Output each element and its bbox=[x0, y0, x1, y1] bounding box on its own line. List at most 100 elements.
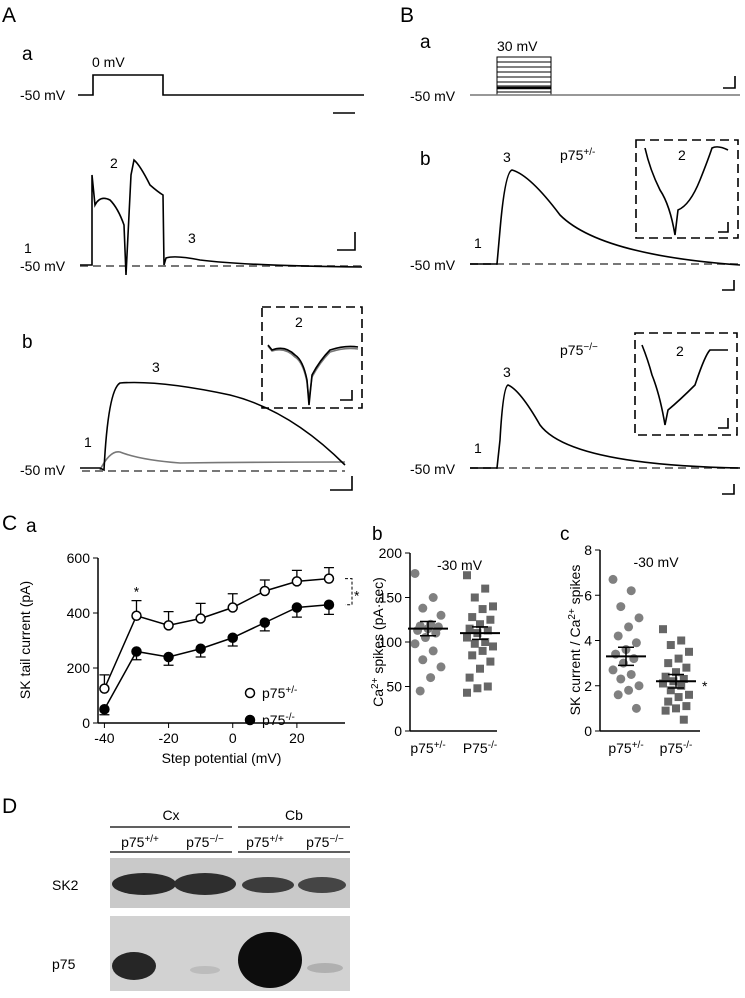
data-point bbox=[131, 610, 142, 621]
y-axis-label: Ca2+ spikes (pA·sec) bbox=[370, 577, 387, 707]
x-tick-label-part: p75 bbox=[410, 740, 434, 756]
x-tick-label-part: +/- bbox=[632, 740, 644, 751]
y-axis-label-part: SK current / Ca bbox=[567, 619, 583, 715]
annotation: * bbox=[134, 584, 140, 600]
trace-label: 2 bbox=[678, 147, 686, 163]
y-axis-label-part: 2+ bbox=[567, 608, 578, 620]
y-axis-label-part: spikes bbox=[567, 565, 583, 609]
data-point bbox=[677, 636, 686, 645]
x-tick-label: -40 bbox=[94, 730, 114, 746]
y-axis-label-part: spikes (pA·sec) bbox=[370, 577, 386, 677]
blot-bands bbox=[112, 873, 346, 988]
x-tick-label: -20 bbox=[158, 730, 178, 746]
chart-title: -30 mV bbox=[437, 557, 483, 573]
data-point bbox=[476, 620, 484, 629]
scale-bar bbox=[723, 76, 736, 89]
data-point bbox=[659, 679, 667, 688]
x-tick-label-part: +/- bbox=[434, 740, 446, 751]
y-tick-label: 100 bbox=[379, 634, 403, 650]
group-label: Cx bbox=[162, 807, 179, 823]
lane-label-part: p75 bbox=[306, 834, 330, 850]
x-tick-label: p75+/- bbox=[410, 740, 445, 757]
panel-label: b bbox=[420, 149, 431, 170]
x-tick-label: 20 bbox=[289, 730, 305, 746]
data-point bbox=[631, 638, 641, 648]
x-tick-label-part: p75 bbox=[608, 740, 632, 756]
data-point bbox=[410, 568, 420, 578]
data-point bbox=[99, 704, 110, 715]
data-point bbox=[131, 646, 142, 657]
data-point bbox=[661, 706, 670, 715]
data-point bbox=[631, 703, 641, 713]
data-point bbox=[428, 593, 438, 602]
genotype-label-part: p75 bbox=[560, 342, 584, 358]
data-point bbox=[413, 625, 423, 635]
trace-label: 3 bbox=[503, 364, 511, 380]
data-point bbox=[478, 646, 487, 655]
sem-bar bbox=[618, 646, 634, 667]
data-point bbox=[483, 682, 492, 691]
data-point bbox=[666, 641, 675, 650]
data-point bbox=[682, 702, 691, 711]
genotype-label-part: p75 bbox=[560, 147, 584, 163]
lane-label-part: +/+ bbox=[144, 834, 159, 845]
x-tick-label-part: -/- bbox=[488, 740, 497, 751]
row-label: p75 bbox=[52, 956, 76, 972]
data-point bbox=[626, 669, 636, 679]
data-point bbox=[608, 665, 618, 675]
data-point bbox=[616, 602, 626, 612]
panel-label: a bbox=[22, 44, 33, 65]
legend-label-part: -/- bbox=[285, 712, 294, 723]
scale-bar bbox=[330, 476, 353, 491]
legend-label-part: p75 bbox=[262, 685, 286, 701]
significance-bracket bbox=[345, 578, 353, 606]
trace-label: 2 bbox=[110, 155, 118, 171]
y-axis-label-part: 2+ bbox=[370, 677, 381, 689]
lane-label-part: +/+ bbox=[269, 834, 284, 845]
trace-label: 1 bbox=[24, 240, 32, 256]
y-tick-label: 200 bbox=[379, 545, 403, 561]
scale-bar bbox=[718, 418, 729, 429]
trace-label: 0 mV bbox=[92, 54, 125, 70]
y-tick-label: 50 bbox=[386, 679, 402, 695]
data-point bbox=[634, 681, 644, 691]
data-point bbox=[468, 613, 477, 622]
data-point bbox=[659, 625, 667, 634]
lane-label-part: p75 bbox=[246, 834, 270, 850]
trace-label: -50 mV bbox=[410, 257, 456, 273]
data-point bbox=[195, 643, 206, 654]
data-point bbox=[418, 655, 428, 665]
genotype-label-part: −/− bbox=[583, 342, 598, 353]
data-point bbox=[418, 603, 428, 613]
lane-label-part: p75 bbox=[121, 834, 145, 850]
data-point bbox=[613, 690, 623, 700]
data-point bbox=[436, 662, 446, 672]
data-point bbox=[476, 664, 484, 673]
data-point bbox=[489, 602, 497, 611]
data-point bbox=[259, 585, 271, 597]
panel-label: a bbox=[420, 32, 431, 53]
data-point bbox=[478, 605, 487, 614]
data-point bbox=[99, 683, 110, 694]
sem-bar bbox=[472, 626, 488, 641]
scale-bar bbox=[340, 390, 353, 401]
data-point bbox=[486, 615, 495, 624]
data-point bbox=[465, 624, 474, 633]
trace-label: 1 bbox=[84, 434, 92, 450]
data-point bbox=[470, 593, 479, 602]
panel-label: A bbox=[2, 4, 16, 27]
data-point bbox=[436, 610, 446, 620]
data-point bbox=[616, 674, 626, 684]
trace-label: -50 mV bbox=[410, 88, 456, 104]
scale-bar bbox=[718, 222, 729, 233]
inset-box bbox=[634, 332, 738, 436]
lane-label-part: p75 bbox=[186, 834, 210, 850]
y-axis-label-part: Ca bbox=[370, 689, 386, 707]
data-point bbox=[661, 672, 670, 681]
inset-box bbox=[261, 306, 363, 409]
lane-label-part: −/− bbox=[209, 834, 224, 845]
trace-label: 2 bbox=[295, 314, 303, 330]
data-point bbox=[634, 613, 644, 623]
